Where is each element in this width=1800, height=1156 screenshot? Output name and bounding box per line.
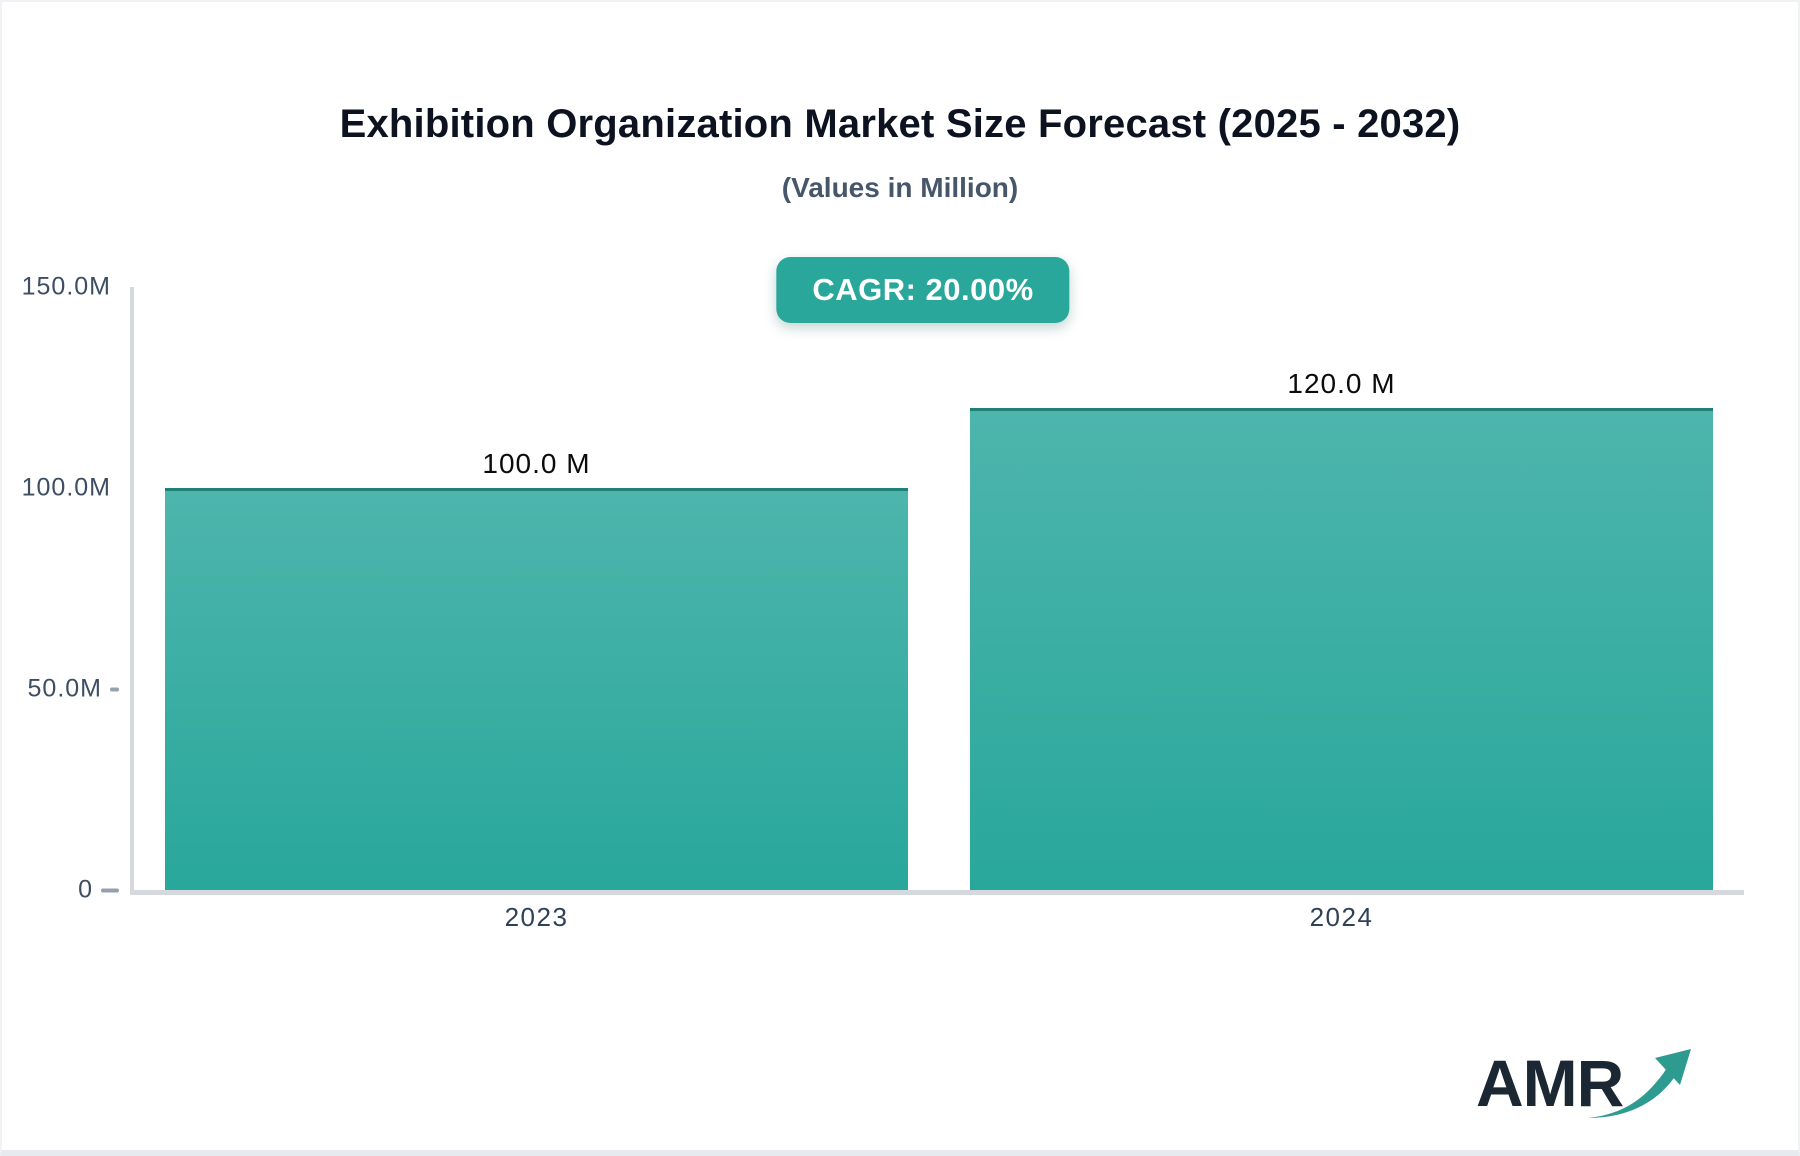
y-axis-tick-label: 100.0M [21,473,111,502]
cagr-badge: CAGR: 20.00% [776,257,1070,323]
y-axis-tick-mark [101,888,119,892]
y-axis-tick-label: 150.0M [21,272,111,301]
trend-arrow-head-icon [1655,1049,1691,1085]
y-axis-tick: 100.0M [22,474,119,503]
y-axis: 150.0M 100.0M 50.0M 0 [2,273,134,904]
chart-title: Exhibition Organization Market Size Fore… [339,102,1461,146]
x-axis: 2023 2024 [134,902,1744,933]
y-axis-tick: 150.0M [22,273,119,302]
bar [165,488,908,890]
x-axis-label-2024: 2024 [1309,902,1374,932]
y-axis-line [130,287,134,893]
y-axis-tick-mark [110,687,119,691]
bar-slot-2023: 100.0 M [134,287,939,890]
y-axis-tick-label: 50.0M [27,674,102,703]
bar-series: 100.0 M 120.0 M [134,287,1744,890]
y-axis-tick: 0 [78,876,119,905]
bar-value-label: 120.0 M [1287,367,1396,399]
bar-slot-2024: 120.0 M [939,287,1744,890]
bar [970,407,1713,890]
plot-area: 100.0 M 120.0 M [130,287,1744,895]
x-axis-label-2023: 2023 [504,902,569,932]
y-axis-tick-label: 0 [78,875,93,904]
bar-value-label: 100.0 M [482,448,591,479]
x-axis-line [130,890,1744,895]
y-axis-tick: 50.0M [28,675,119,704]
trend-arrow-icon [1588,1068,1676,1118]
amr-logo-text: AMR [1476,1046,1624,1120]
chart-subtitle: (Values in Million) [781,172,1019,203]
amr-logo: AMR [1476,1046,1691,1120]
